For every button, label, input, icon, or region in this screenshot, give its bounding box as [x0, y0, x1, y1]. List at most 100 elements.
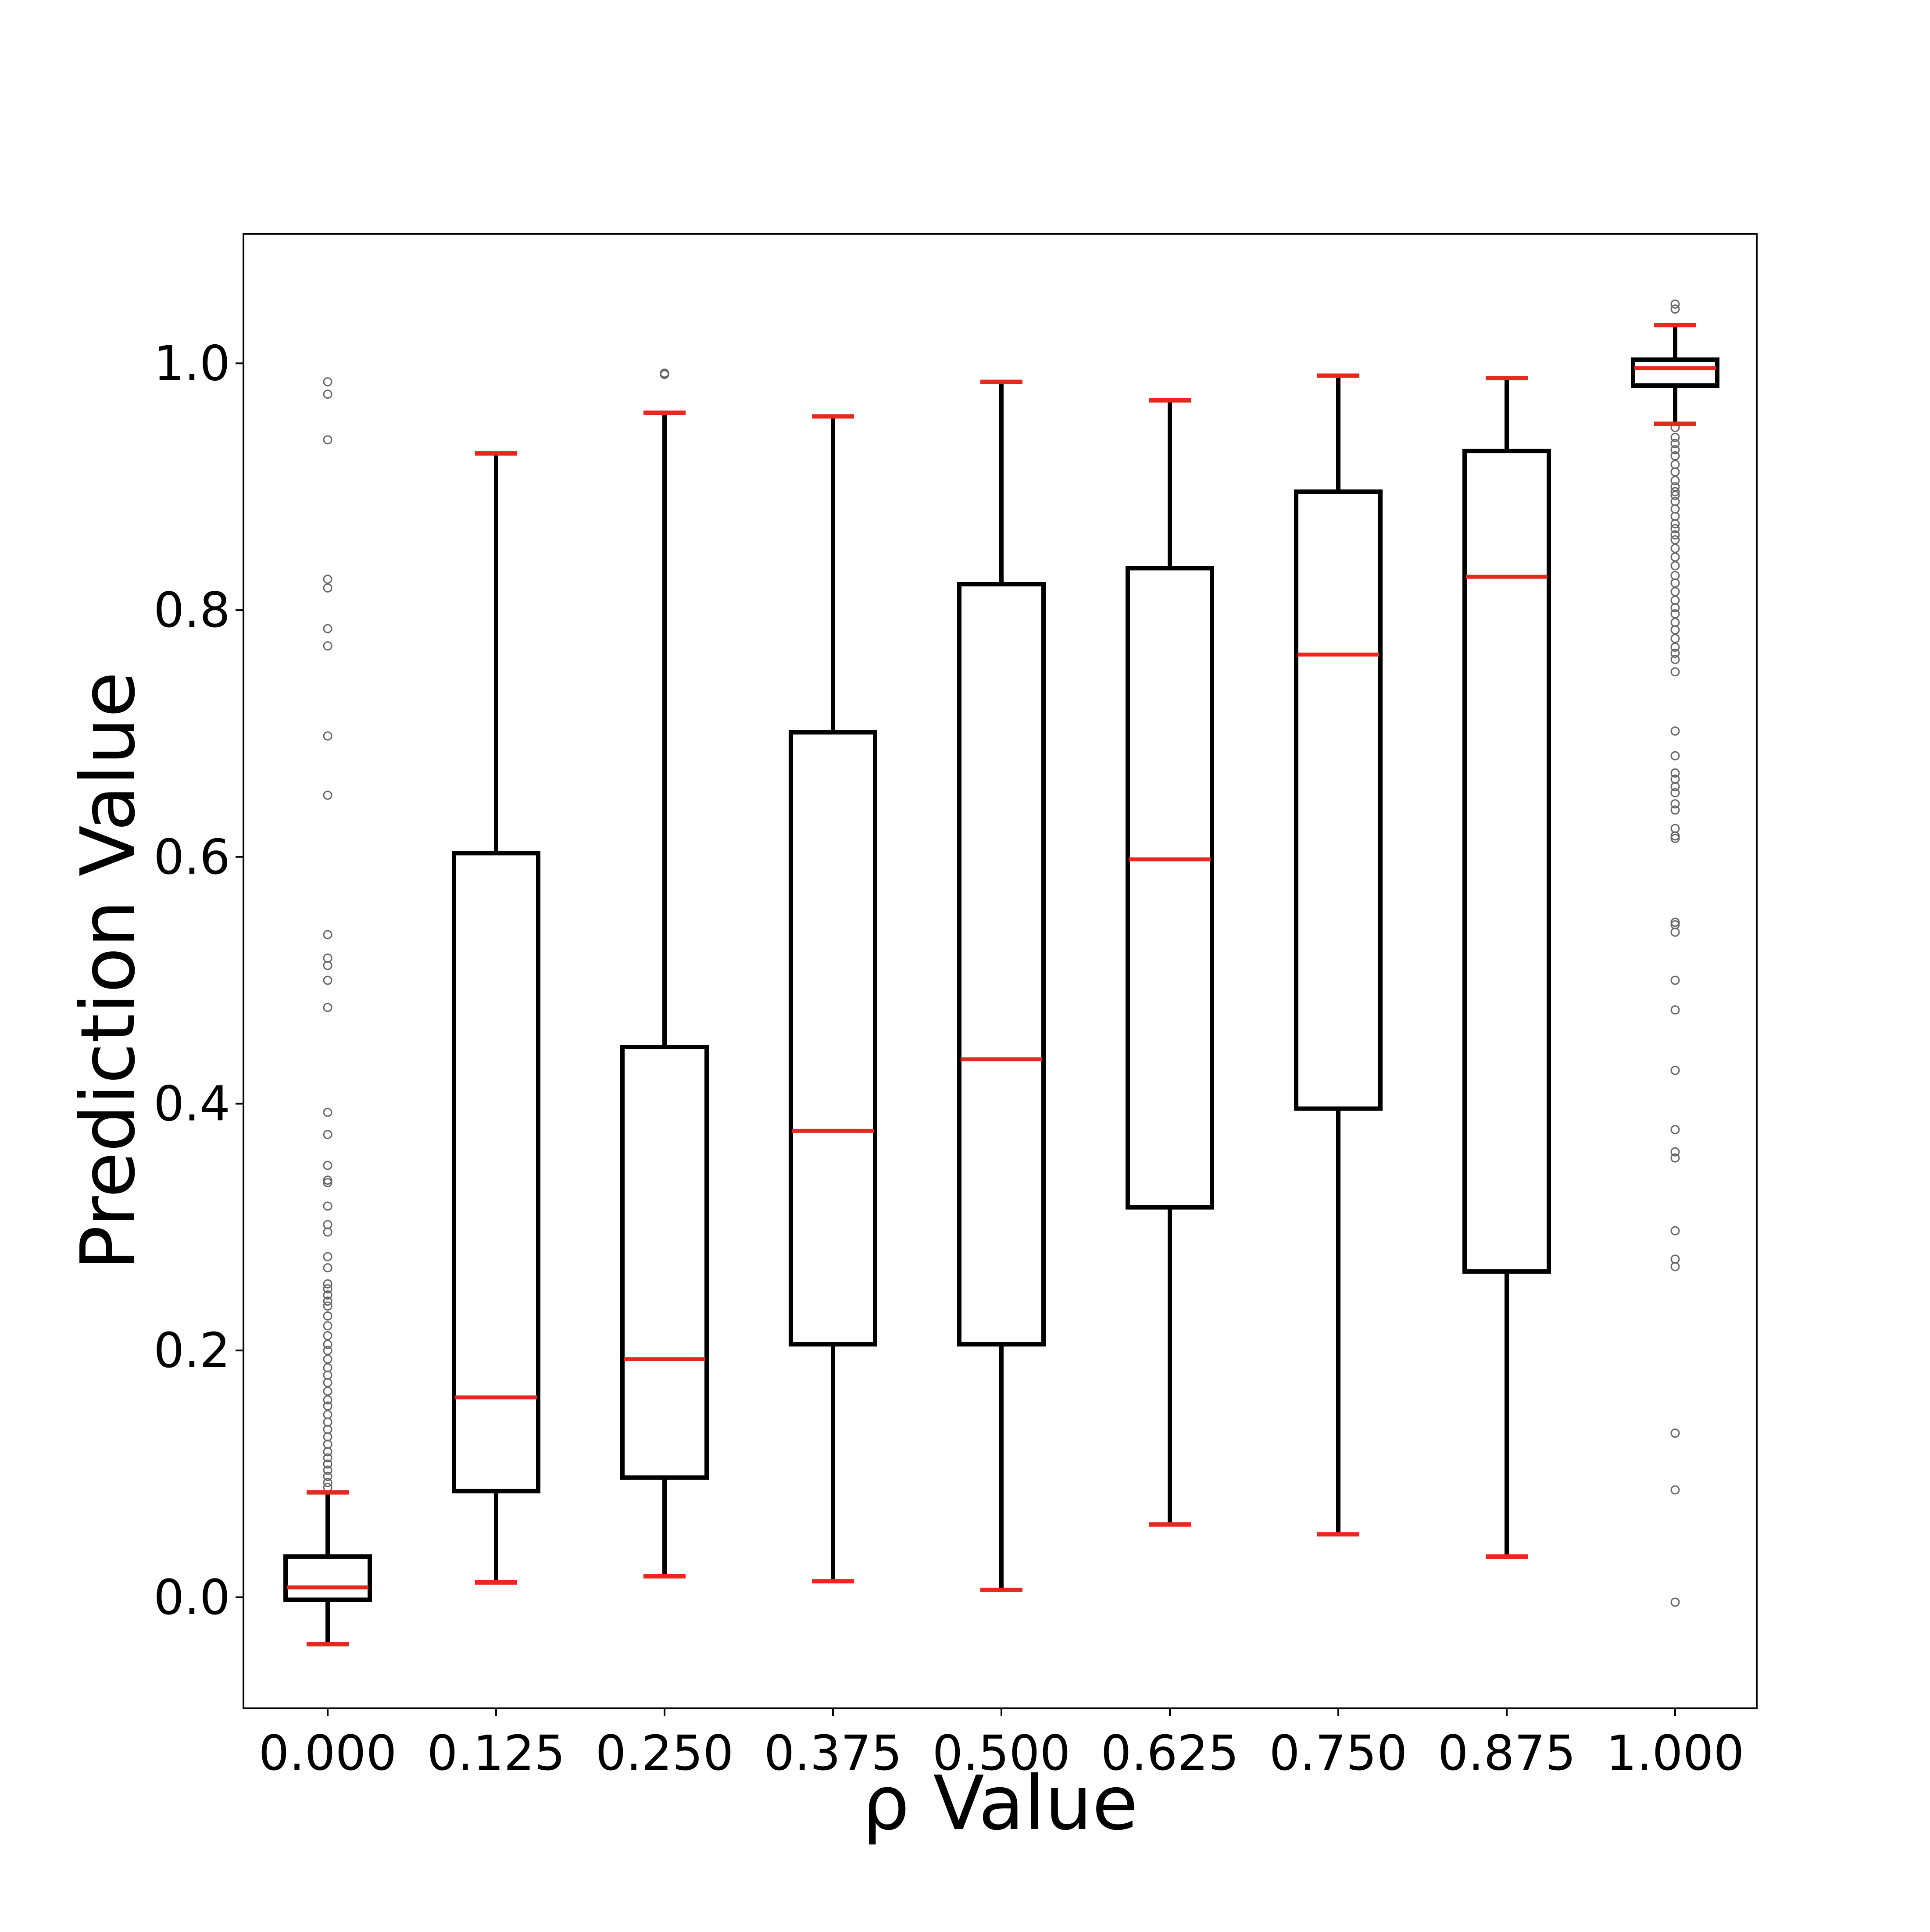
outlier-point — [1670, 432, 1680, 442]
outlier-point — [1670, 788, 1680, 797]
outlier-point — [1670, 451, 1680, 461]
outlier-point — [1670, 1125, 1680, 1135]
outlier-point — [323, 1459, 332, 1469]
outlier-point — [1670, 1428, 1680, 1438]
outlier-point — [1670, 439, 1680, 448]
outlier-point — [323, 1311, 332, 1321]
outlier-point — [323, 377, 332, 387]
outlier-point — [323, 1279, 332, 1289]
outlier-point — [1670, 530, 1680, 539]
outlier-point — [1670, 535, 1680, 545]
outlier-point — [1670, 490, 1680, 500]
outlier-point — [1670, 445, 1680, 454]
outlier-point — [323, 1378, 332, 1387]
box-group-0.250 — [620, 368, 709, 1578]
x-tick-label: 0.125 — [427, 1725, 565, 1781]
outlier-point — [323, 1178, 332, 1187]
outlier-point — [323, 1227, 332, 1237]
outlier-point — [1670, 1005, 1680, 1015]
outlier-point — [323, 1252, 332, 1261]
outlier-point — [1670, 831, 1680, 841]
outlier-point — [1670, 625, 1680, 635]
outlier-point — [1670, 782, 1680, 791]
outlier-point — [1670, 487, 1680, 496]
box-iqr — [1126, 566, 1214, 1210]
outlier-point — [1670, 768, 1680, 778]
outlier-point — [323, 1263, 332, 1273]
x-tick-label: 0.375 — [764, 1725, 902, 1781]
outlier-point — [323, 1003, 332, 1012]
outlier-point — [1670, 304, 1680, 314]
outlier-point — [1670, 467, 1680, 477]
outlier-point — [1670, 561, 1680, 571]
outlier-point — [323, 930, 332, 939]
box-iqr — [283, 1554, 372, 1602]
outlier-point — [323, 1331, 332, 1340]
outlier-point — [323, 1339, 332, 1349]
outlier-point — [323, 1478, 332, 1487]
outlier-point — [323, 1201, 332, 1211]
outlier-point — [1670, 918, 1680, 927]
outlier-point — [1670, 519, 1680, 529]
plot-layer — [283, 299, 1719, 1646]
outlier-point — [660, 370, 669, 379]
outlier-point — [1670, 524, 1680, 533]
outlier-point — [323, 1395, 332, 1405]
outlier-point — [323, 1401, 332, 1411]
x-tick-label: 0.750 — [1269, 1725, 1408, 1781]
outlier-point — [1670, 799, 1680, 809]
outlier-point — [323, 1354, 332, 1364]
outlier-point — [1670, 578, 1680, 588]
box-group-1.000 — [1631, 299, 1719, 1607]
box-group-0.625 — [1126, 398, 1214, 1527]
box-group-0.875 — [1462, 376, 1551, 1559]
outlier-point — [323, 790, 332, 800]
x-tick-label: 0.875 — [1438, 1725, 1576, 1781]
outlier-point — [1670, 805, 1680, 815]
outlier-point — [323, 575, 332, 584]
x-tick-label: 1.000 — [1606, 1725, 1744, 1781]
box-iqr — [1294, 489, 1383, 1111]
axis-layer: 0.000 0.125 0.250 0.375 0.500 0.625 0.750 0.875… — [154, 335, 1744, 1781]
outlier-point — [1670, 482, 1680, 492]
box-iqr — [789, 730, 877, 1347]
outlier-point — [323, 1290, 332, 1300]
outlier-point — [1670, 609, 1680, 619]
outlier-point — [323, 961, 332, 970]
outlier-point — [1670, 299, 1680, 309]
outlier-point — [1670, 476, 1680, 486]
y-tick-label: 1.0 — [154, 335, 230, 391]
y-tick-label: 0.8 — [154, 582, 230, 638]
box-iqr — [1631, 357, 1719, 388]
outlier-point — [323, 389, 332, 399]
outlier-point — [1670, 1147, 1680, 1157]
outlier-point — [1670, 552, 1680, 562]
x-tick-label: 0.250 — [596, 1725, 734, 1781]
x-tick-label: 0.000 — [259, 1725, 397, 1781]
box-iqr — [1462, 449, 1551, 1274]
outlier-point — [1670, 1597, 1680, 1607]
outlier-point — [1670, 587, 1680, 596]
outlier-point — [323, 583, 332, 593]
outlier-point — [323, 1130, 332, 1139]
outlier-point — [1670, 1262, 1680, 1271]
outlier-point — [1670, 1065, 1680, 1075]
outlier-point — [1670, 834, 1680, 843]
outlier-point — [323, 435, 332, 445]
box-iqr — [452, 851, 540, 1493]
x-tick-label: 0.625 — [1101, 1725, 1239, 1781]
box-group-0.375 — [789, 414, 877, 1584]
outlier-point — [1670, 543, 1680, 553]
outlier-point — [323, 1161, 332, 1170]
y-tick-label: 0.2 — [154, 1322, 230, 1378]
outlier-point — [323, 624, 332, 633]
outlier-point — [1670, 927, 1680, 937]
y-tick-label: 0.6 — [154, 829, 230, 885]
outlier-point — [323, 1175, 332, 1185]
outlier-point — [1670, 634, 1680, 643]
plot-frame — [243, 233, 1758, 1709]
outlier-point — [1670, 655, 1680, 664]
